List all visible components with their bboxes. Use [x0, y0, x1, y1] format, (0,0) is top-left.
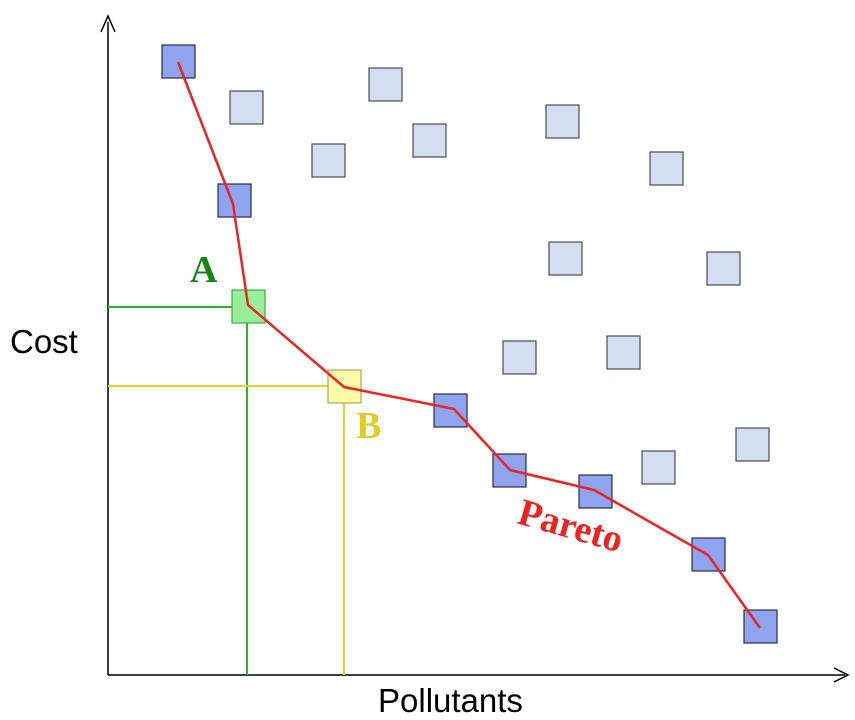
point-b-label: B	[356, 405, 381, 447]
dominated-solution-marker	[545, 104, 580, 139]
dominated-solution-marker	[311, 143, 346, 178]
pareto-solution-marker	[743, 609, 778, 644]
pareto-solutions	[161, 44, 778, 644]
y-axis-arrowhead	[100, 14, 116, 33]
axes	[100, 14, 850, 683]
pareto-solution-marker	[433, 393, 468, 428]
point-a-label: A	[190, 249, 218, 291]
dominated-solution-marker	[548, 241, 583, 276]
pareto-solution-marker	[161, 44, 196, 79]
dominated-solution-marker	[606, 335, 641, 370]
dominated-solution-marker	[412, 123, 447, 158]
dominated-solution-marker	[229, 90, 264, 125]
point-a-guides	[108, 306, 248, 675]
pareto-front-line	[176, 61, 762, 629]
dominated-solution-marker	[706, 251, 741, 286]
x-axis-label: Pollutants	[378, 682, 523, 719]
dominated-solution-marker	[649, 151, 684, 186]
dominated-solution-marker	[641, 450, 676, 485]
x-axis-arrowhead	[833, 667, 850, 683]
dominated-solution-marker	[735, 427, 770, 462]
y-axis-label: Cost	[10, 323, 78, 360]
pareto-solution-marker	[691, 537, 726, 572]
dominated-solution-marker	[502, 340, 537, 375]
dominated-solutions	[229, 67, 770, 485]
point-b-guides	[108, 385, 345, 675]
dominated-solution-marker	[368, 67, 403, 102]
